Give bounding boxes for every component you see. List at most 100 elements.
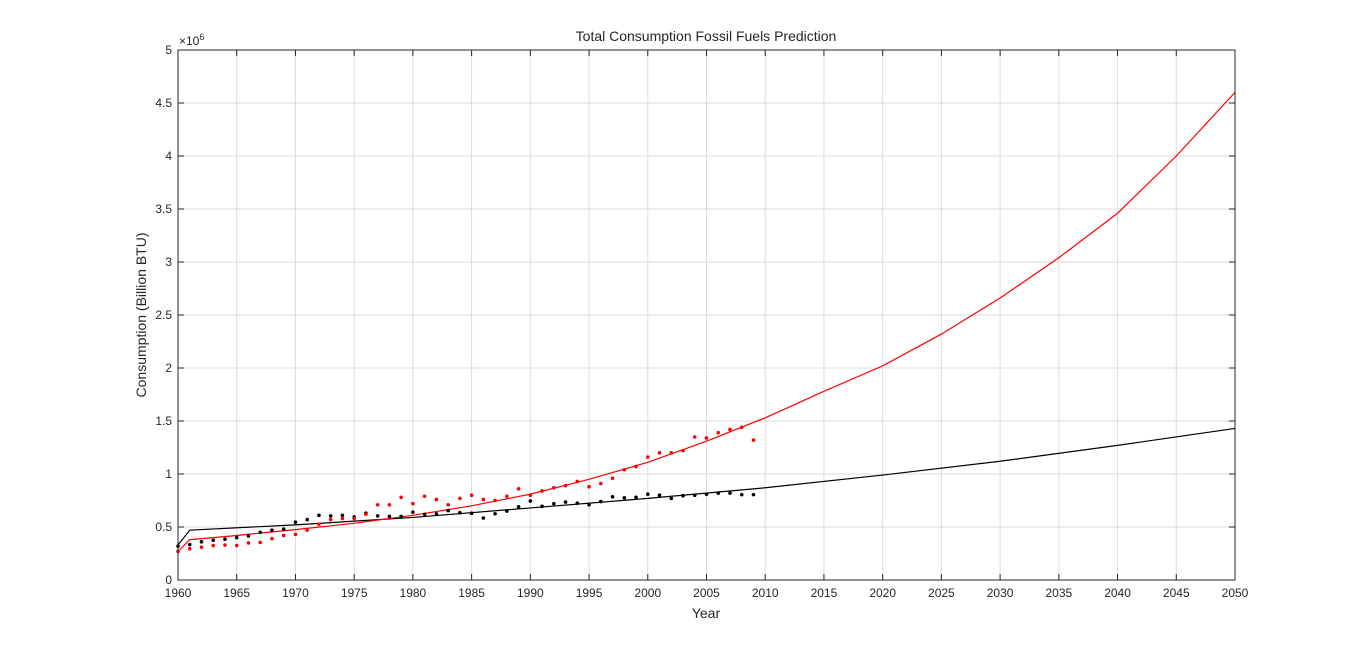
data-point (399, 514, 403, 519)
data-point (328, 514, 333, 518)
y-exponent-label: ×106 (179, 32, 204, 48)
data-point (352, 516, 356, 521)
data-point (258, 540, 263, 545)
data-point (446, 502, 450, 507)
data-point (552, 485, 556, 490)
data-point (716, 430, 721, 435)
data-point (563, 500, 568, 504)
x-tick-label: 1975 (341, 586, 368, 600)
x-tick-label: 2035 (1045, 586, 1072, 600)
data-point (622, 496, 627, 500)
y-tick-label: 4 (165, 149, 172, 163)
data-point (411, 501, 415, 506)
data-point (692, 493, 697, 498)
x-tick-label: 2040 (1104, 586, 1131, 600)
data-point (317, 513, 321, 518)
data-point (692, 435, 697, 439)
data-point (422, 494, 427, 499)
data-point (281, 527, 286, 531)
data-point (599, 499, 603, 504)
data-point (375, 502, 380, 507)
data-point (681, 493, 685, 498)
x-tick-label: 1980 (400, 586, 427, 600)
data-point (387, 514, 392, 519)
data-point (657, 451, 662, 455)
y-exponent-power: 6 (199, 32, 204, 42)
data-point (645, 492, 650, 496)
data-point (211, 543, 216, 548)
data-point (657, 493, 662, 498)
data-point (645, 455, 650, 459)
x-tick-label: 1960 (165, 586, 192, 600)
data-point (469, 511, 474, 516)
data-point (328, 517, 333, 522)
data-point (199, 540, 204, 544)
data-point (246, 534, 251, 538)
x-tick-label: 2015 (811, 586, 838, 600)
data-point (434, 511, 439, 516)
y-tick-label: 1.5 (155, 414, 172, 428)
data-point (293, 520, 298, 525)
data-point (610, 476, 615, 481)
data-point (458, 496, 462, 501)
data-point (270, 528, 274, 532)
data-point (622, 467, 627, 472)
data-point (610, 494, 615, 499)
data-point (575, 479, 580, 484)
fit-line (177, 91, 1236, 552)
y-tick-label: 0.5 (155, 520, 172, 534)
y-tick-label: 1 (165, 467, 172, 481)
y-tick-label: 2 (165, 361, 172, 375)
data-point (528, 499, 533, 503)
data-point (375, 514, 380, 518)
data-point (751, 492, 756, 497)
y-tick-label: 3 (165, 255, 172, 269)
x-tick-label: 1965 (223, 586, 250, 600)
data-point (481, 516, 486, 520)
x-tick-label: 1995 (576, 586, 603, 600)
data-point (704, 492, 709, 496)
data-point (340, 516, 345, 521)
chart-title: Total Consumption Fossil Fuels Predictio… (576, 28, 837, 44)
data-point (317, 522, 321, 527)
data-point (634, 495, 638, 500)
data-point (234, 543, 239, 548)
data-point (681, 448, 685, 453)
data-point (575, 501, 580, 505)
data-point (516, 487, 521, 491)
x-tick-label: 2000 (634, 586, 661, 600)
x-tick-label: 1970 (282, 586, 309, 600)
data-point (704, 436, 709, 440)
data-point (739, 425, 744, 430)
x-tick-label: 1985 (458, 586, 485, 600)
x-tick-label: 2050 (1222, 586, 1249, 600)
data-point (728, 491, 732, 495)
data-point (563, 483, 568, 488)
data-point (516, 505, 521, 509)
data-point (305, 528, 309, 532)
data-point (587, 502, 591, 507)
data-point (669, 496, 674, 501)
data-point (293, 532, 298, 537)
data-point (634, 464, 638, 469)
y-tick-label: 2.5 (155, 308, 172, 322)
data-point (728, 427, 732, 432)
data-point (493, 511, 497, 516)
data-point (434, 497, 439, 502)
x-tick-label: 2025 (928, 586, 955, 600)
x-axis-ticks: 1960 1965 1970 1975 1980 1985 1990 1995 2000 2005… (165, 50, 1249, 600)
data-point (552, 501, 556, 506)
y-axis-label: Consumption (Billion BTU) (133, 233, 149, 398)
data-point (540, 504, 544, 509)
data-point (270, 536, 274, 541)
data-point (669, 451, 674, 455)
x-tick-label: 1990 (517, 586, 544, 600)
data-point (199, 545, 204, 549)
y-axis-ticks: 0 0.5 1 1.5 2 2.5 3 3.5 4 4.5 5 (155, 43, 1235, 587)
data-point (739, 492, 744, 497)
data-point (187, 546, 192, 551)
y-tick-label: 4.5 (155, 96, 172, 110)
fit-curves (177, 91, 1236, 552)
data-point (493, 498, 497, 503)
data-point (716, 491, 721, 495)
